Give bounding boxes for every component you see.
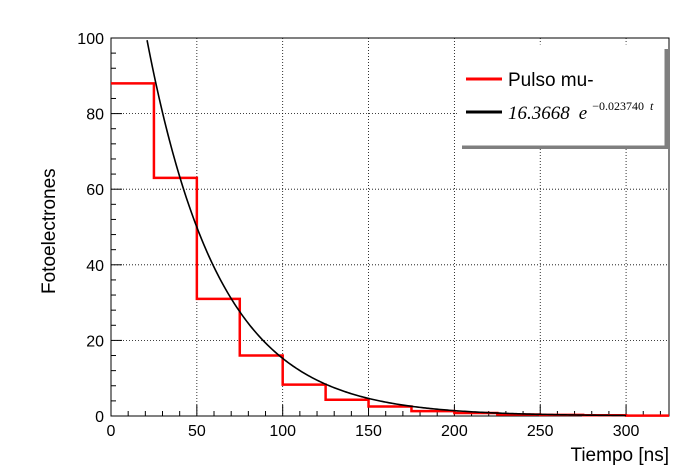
x-tick-label: 300 [613, 423, 640, 440]
y-tick-label: 20 [86, 333, 104, 350]
tick-labels: 0 50 100 150 200 250 300 0 20 40 60 80 100 [77, 31, 639, 440]
plot-frame [110, 37, 670, 417]
axis-ticks [110, 37, 661, 417]
series [111, 40, 669, 417]
legend: Pulso mu- 16.3668 e −0.023740 t [457, 44, 668, 149]
y-tick-label: 40 [86, 258, 104, 275]
legend-label-histogram: Pulso mu- [508, 70, 594, 91]
y-axis-title: Fotoelectrones [39, 168, 60, 294]
legend-label-fit: 16.3668 e −0.023740 t [508, 97, 654, 124]
legend-fit-exponent: −0.023740 [592, 99, 644, 113]
fit-curve-line [146, 40, 627, 417]
y-tick-label: 100 [77, 31, 104, 48]
legend-box [457, 44, 665, 146]
legend-fit-t: t [650, 99, 654, 113]
x-axis-title: Tiempo [ns] [570, 445, 669, 466]
x-tick-label: 100 [269, 423, 296, 440]
legend-fit-e: e [579, 103, 587, 124]
x-tick-label: 200 [441, 423, 468, 440]
y-tick-label: 0 [95, 409, 104, 426]
y-tick-label: 80 [86, 107, 104, 124]
x-tick-label: 150 [355, 423, 382, 440]
y-tick-label: 60 [86, 182, 104, 199]
x-tick-label: 50 [188, 423, 206, 440]
legend-fit-amplitude: 16.3668 [508, 103, 570, 124]
x-tick-label: 250 [527, 423, 554, 440]
x-tick-label: 0 [107, 423, 116, 440]
